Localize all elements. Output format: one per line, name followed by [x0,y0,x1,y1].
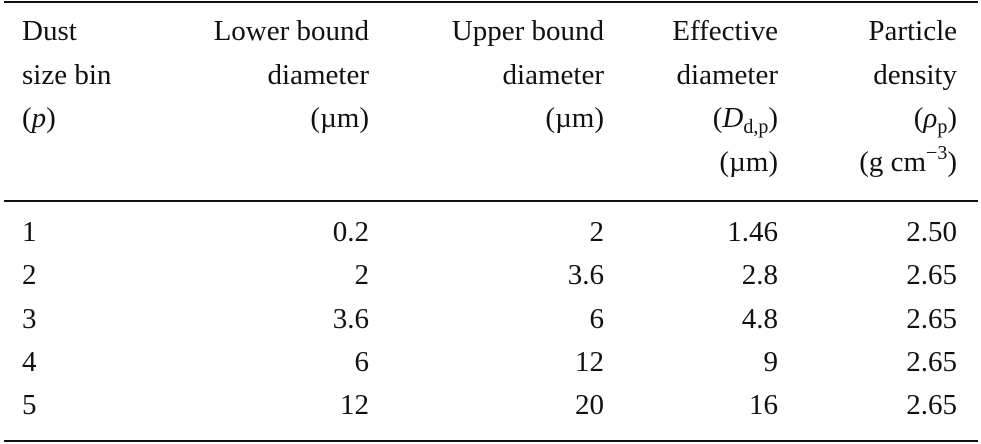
table-cell: 3.6 [567,259,604,292]
table-cell: 2.65 [906,345,957,378]
header-cell: Dust size bin (p) [22,10,111,141]
header-line: Dust [22,10,111,54]
header-line: (ρp) [859,97,957,141]
header-cell: Lower bound diameter (µm) [214,10,369,141]
header-text: Upper bound [451,15,604,47]
header-text: Effective [672,15,778,47]
math-symbol: ρ [923,102,938,134]
header-text: ) [46,102,56,134]
subscript: d,p [743,116,769,138]
bottom-rule [4,440,978,442]
header-text: ) [947,102,957,134]
table-cell: 2.65 [906,259,957,292]
header-line: Lower bound [214,10,369,54]
header-cell: Upper bound diameter (µm) [452,10,604,141]
table-cell: 2.50 [906,216,957,248]
math-symbol: p [31,102,47,134]
header-text: ( [712,102,723,134]
table-cell: 2 [354,259,370,292]
header-text: (µm) [719,145,778,178]
header-text: (g cm [859,145,927,178]
header-rule [4,200,978,202]
header-text: (µm) [310,102,369,134]
header-line: size bin [22,54,111,98]
table-cell: 3 [22,302,37,335]
header-line: (µm) [452,97,604,141]
table-cell: 12 [340,389,369,422]
header-line: diameter [452,54,604,98]
header-line: density [859,54,957,98]
header-line: (µm) [672,141,778,185]
header-line: diameter [214,54,369,98]
header-line: (p) [22,97,111,141]
header-text: ) [768,102,778,134]
header-text: (µm) [545,102,604,134]
header-cell: Effective diameter (Dd,p) (µm) [672,10,778,184]
math-symbol: D [722,102,744,134]
header-text: size bin [22,58,112,91]
header-line: diameter [672,54,778,98]
table-cell: 2.8 [741,259,778,292]
subscript: p [937,116,948,138]
header-text: diameter [676,58,778,91]
header-text: Dust [22,15,77,47]
header-text: ( [913,102,924,134]
header-line: Effective [672,10,778,54]
header-line: (µm) [214,97,369,141]
header-line: (g cm−3) [859,141,957,185]
header-text: density [873,58,957,91]
header-line: (Dd,p) [672,97,778,141]
header-text: ) [947,145,957,178]
table-cell: 6 [354,345,370,378]
header-line: Upper bound [452,10,604,54]
header-text: diameter [267,58,369,91]
table-cell: 0.2 [332,216,369,248]
table-cell: 16 [749,389,778,422]
table-cell: 4.8 [741,302,778,335]
table-cell: 6 [589,302,605,335]
top-rule [4,1,978,3]
header-cell: Particle density (ρp) (g cm−3) [859,10,957,184]
table-cell: 2 [589,216,605,248]
superscript: −3 [926,141,948,164]
table-cell: 20 [575,389,604,422]
table-cell: 2.65 [906,302,957,335]
header-text: Lower bound [213,15,369,47]
header-text: ( [22,102,32,134]
table-cell: 1.46 [727,216,778,248]
table-cell: 12 [575,345,604,378]
header-text: Particle [868,15,957,47]
header-text: diameter [502,58,604,91]
table-cell: 1 [22,216,37,248]
table-cell: 3.6 [332,302,369,335]
table-cell: 4 [22,345,37,378]
table-cell: 2.65 [906,389,957,422]
table-cell: 9 [763,345,779,378]
table-cell: 5 [22,389,37,422]
header-line: Particle [859,10,957,54]
table-cell: 2 [22,259,37,292]
